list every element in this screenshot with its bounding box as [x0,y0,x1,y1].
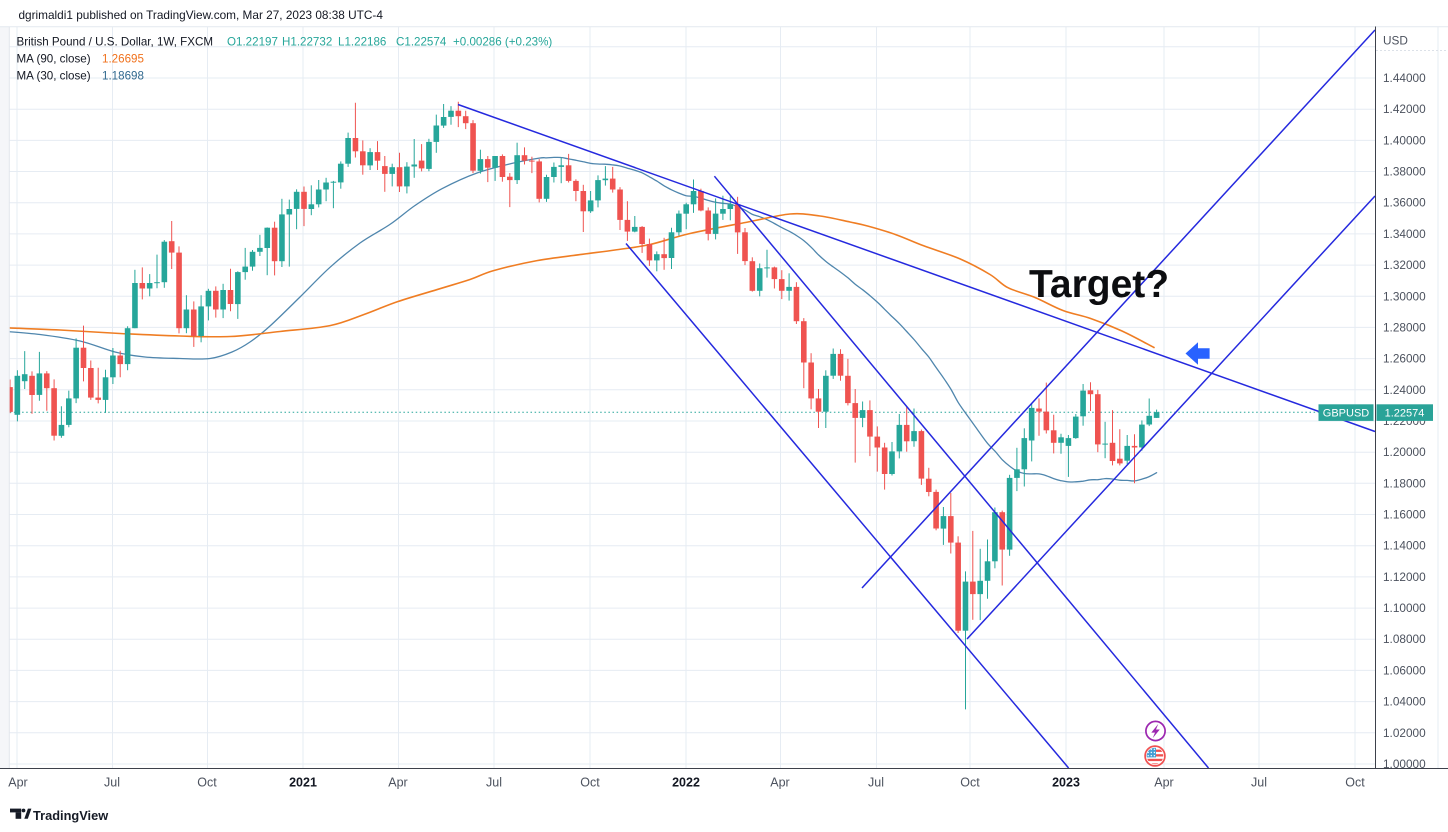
svg-text:2022: 2022 [672,776,700,790]
svg-text:Oct: Oct [580,776,600,790]
svg-text:Apr: Apr [770,776,789,790]
svg-text:1.26000: 1.26000 [1383,352,1426,366]
svg-text:British Pound / U.S. Dollar, 1: British Pound / U.S. Dollar, 1W, FXCM [17,36,214,49]
svg-text:Apr: Apr [8,776,27,790]
svg-text:1.10000: 1.10000 [1383,601,1426,615]
svg-text:1.26695: 1.26695 [102,53,144,66]
svg-text:1.34000: 1.34000 [1383,227,1426,241]
svg-text:1.32000: 1.32000 [1383,258,1426,272]
svg-text:1.24000: 1.24000 [1383,383,1426,397]
svg-text:MA (30, close): MA (30, close) [17,70,91,83]
svg-text:1.04000: 1.04000 [1383,695,1426,709]
svg-text:Jul: Jul [486,776,502,790]
svg-text:1.08000: 1.08000 [1383,632,1426,646]
svg-text:1.20000: 1.20000 [1383,445,1426,459]
svg-text:USD: USD [1383,34,1408,48]
svg-text:1.18000: 1.18000 [1383,476,1426,490]
svg-text:1.16000: 1.16000 [1383,508,1426,522]
svg-text:Apr: Apr [1154,776,1173,790]
svg-text:TradingView: TradingView [33,808,108,823]
svg-text:1.30000: 1.30000 [1383,289,1426,303]
svg-text:Target?: Target? [1029,263,1169,306]
svg-text:1.36000: 1.36000 [1383,196,1426,210]
svg-text:GBPUSD: GBPUSD [1323,407,1370,419]
svg-text:1.02000: 1.02000 [1383,726,1426,740]
svg-text:1.12000: 1.12000 [1383,570,1426,584]
svg-text:1.00000: 1.00000 [1383,757,1426,771]
svg-text:L1.22186: L1.22186 [338,36,386,49]
svg-text:Oct: Oct [1345,776,1365,790]
svg-text:MA (90, close): MA (90, close) [17,53,91,66]
svg-text:Jul: Jul [1251,776,1267,790]
svg-text:C1.22574: C1.22574 [396,36,447,49]
svg-text:2023: 2023 [1052,776,1080,790]
svg-text:Oct: Oct [960,776,980,790]
svg-text:H1.22732: H1.22732 [282,36,332,49]
svg-text:Jul: Jul [868,776,884,790]
svg-text:1.22574: 1.22574 [1385,407,1425,419]
svg-text:1.38000: 1.38000 [1383,165,1426,179]
svg-text:1.44000: 1.44000 [1383,71,1426,85]
svg-text:O1.22197: O1.22197 [227,36,278,49]
svg-text:1.18698: 1.18698 [102,70,144,83]
svg-text:1.06000: 1.06000 [1383,663,1426,677]
svg-text:dgrimaldi1 published on Tradin: dgrimaldi1 published on TradingView.com,… [19,8,384,22]
svg-text:1.40000: 1.40000 [1383,133,1426,147]
svg-text:Apr: Apr [388,776,407,790]
svg-text:Jul: Jul [104,776,120,790]
svg-text:+0.00286 (+0.23%): +0.00286 (+0.23%) [453,36,552,49]
svg-text:2021: 2021 [289,776,317,790]
svg-text:1.14000: 1.14000 [1383,539,1426,553]
svg-text:Oct: Oct [197,776,217,790]
svg-text:1.42000: 1.42000 [1383,102,1426,116]
svg-text:1.28000: 1.28000 [1383,320,1426,334]
